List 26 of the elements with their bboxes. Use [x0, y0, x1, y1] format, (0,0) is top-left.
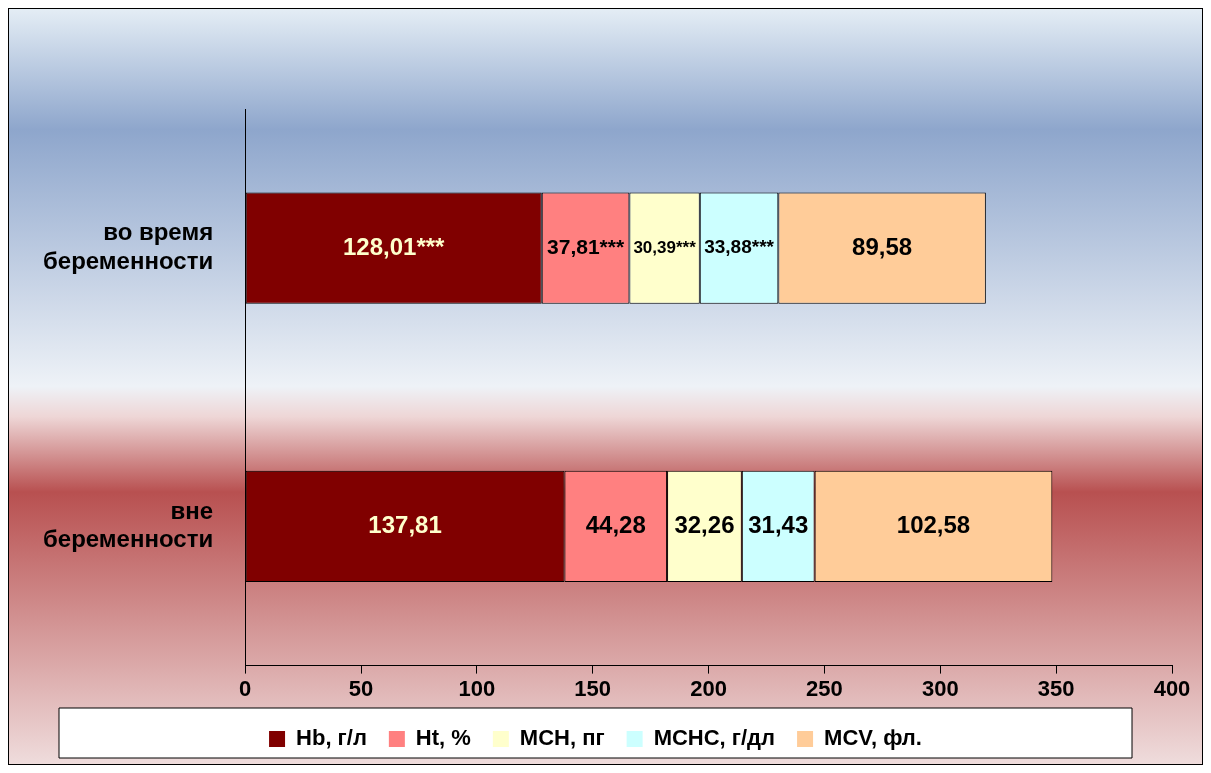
data-label: 37,81*** — [547, 234, 625, 258]
data-label: 44,28 — [585, 511, 646, 539]
data-label: 102,58 — [896, 511, 971, 539]
x-tick-label: 250 — [806, 675, 843, 701]
x-tick-label: 350 — [1037, 675, 1075, 701]
data-label: 137,81 — [368, 511, 442, 539]
x-tick-label: 200 — [690, 675, 727, 701]
legend-label: Ht, % — [415, 725, 471, 751]
data-label: 128,01*** — [342, 232, 446, 260]
legend-label: MCHC, г/дл — [653, 725, 776, 751]
data-label: 32,26 — [674, 511, 735, 539]
y-tick-label: вне беременности — [43, 496, 214, 553]
y-tick-label: во время беременности — [43, 218, 214, 275]
data-label: 30,39*** — [633, 237, 697, 257]
legend-label: MCH, пг — [519, 725, 605, 751]
x-tick-label: 150 — [574, 675, 612, 701]
x-tick-label: 0 — [239, 675, 252, 701]
legend-label: MCV, фл. — [824, 725, 922, 751]
data-label: 31,43 — [748, 511, 809, 539]
x-tick-label: 400 — [1153, 675, 1191, 701]
x-tick-label: 100 — [458, 675, 496, 701]
legend-label: Hb, г/л — [296, 725, 367, 751]
x-tick-label: 300 — [921, 675, 959, 701]
data-label: 89,58 — [852, 232, 913, 260]
data-label: 33,88*** — [704, 236, 775, 258]
x-tick-label: 50 — [348, 675, 374, 701]
